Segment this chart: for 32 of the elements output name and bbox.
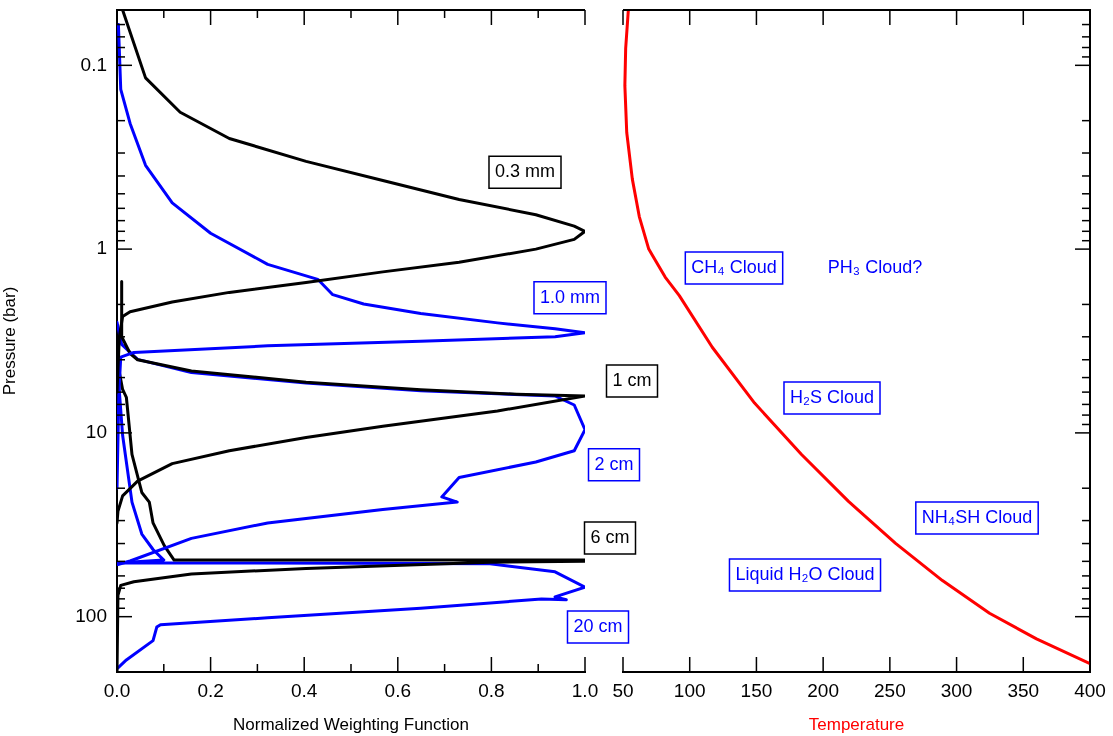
y-axis-title: Pressure (bar)	[0, 286, 19, 396]
y-tick-label: 10	[85, 421, 107, 443]
annotation: PH₃ Cloud?	[827, 256, 923, 277]
x-tick-label: 150	[740, 679, 773, 701]
x-axis-title: Normalized Weighting Function	[233, 715, 469, 735]
y-tick-label: 100	[75, 604, 107, 626]
x-tick-label: 350	[1007, 679, 1040, 701]
series-label: 1.0 mm	[539, 286, 601, 307]
x-tick-label: 400	[1074, 679, 1106, 701]
x-tick-label: 1.0	[571, 679, 599, 701]
x-tick-label: 200	[807, 679, 839, 701]
series-label: 20 cm	[573, 616, 623, 637]
y-tick-label: 0.1	[80, 53, 107, 75]
x-axis-title: Temperature	[808, 715, 905, 735]
annotation: Liquid H₂O Cloud	[735, 563, 875, 584]
annotation: CH₄ Cloud	[691, 256, 777, 277]
x-tick-label: 0.6	[384, 679, 412, 701]
x-tick-label: 50	[612, 679, 634, 701]
x-tick-label: 100	[673, 679, 706, 701]
x-tick-label: 0.2	[197, 679, 224, 701]
series-label: 2 cm	[594, 453, 634, 474]
annotation: NH₄SH Cloud	[921, 506, 1033, 527]
series-label: 1 cm	[612, 369, 652, 390]
x-tick-label: 250	[874, 679, 906, 701]
y-tick-label: 1	[96, 237, 107, 259]
series-label: 0.3 mm	[494, 161, 556, 182]
series-label: 6 cm	[590, 527, 630, 548]
x-tick-label: 300	[940, 679, 973, 701]
x-tick-label: 0.8	[478, 679, 505, 701]
annotation: H₂S Cloud	[789, 386, 875, 407]
x-tick-label: 0.0	[103, 679, 131, 701]
x-tick-label: 0.4	[290, 679, 318, 701]
